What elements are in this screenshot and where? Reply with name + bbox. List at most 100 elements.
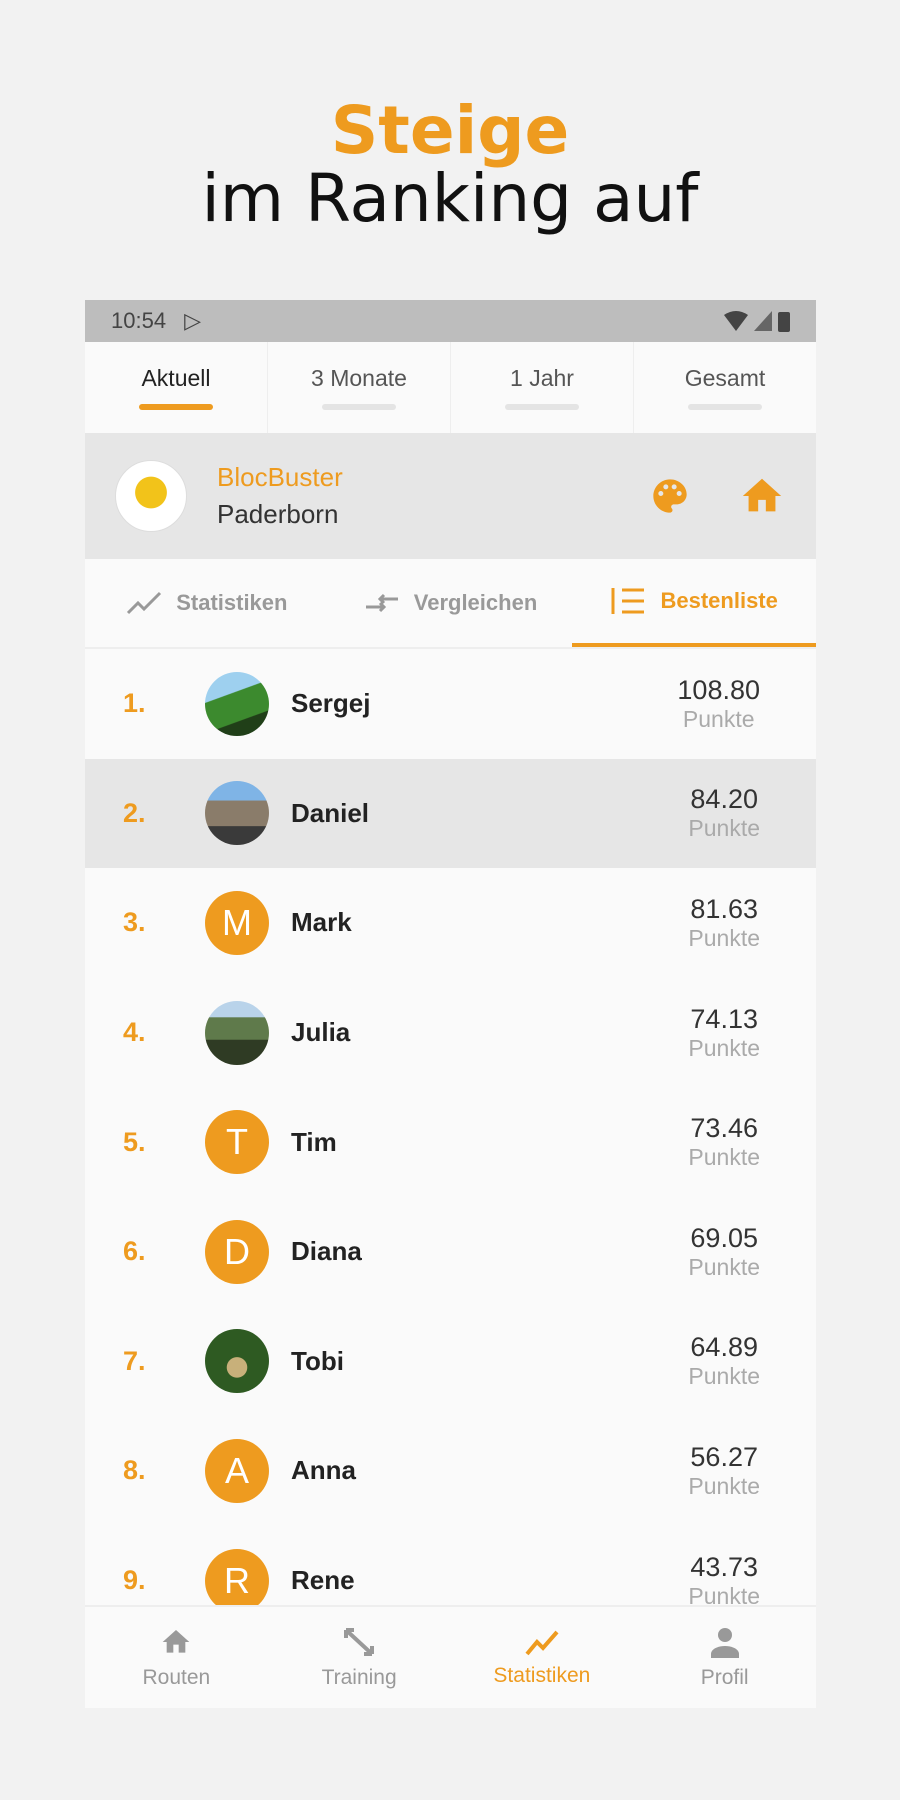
headline-accent: Steige bbox=[330, 92, 570, 169]
headline: im Ranking auf bbox=[201, 160, 699, 237]
user-name: Mark bbox=[291, 907, 352, 938]
battery-icon bbox=[778, 312, 790, 332]
points-value: 69.05 bbox=[690, 1222, 758, 1253]
person-icon bbox=[710, 1627, 739, 1658]
ranking-row[interactable]: 5. T Tim 73.46 Punkte bbox=[85, 1087, 816, 1197]
ranking-row[interactable]: 9. R Rene 43.73 Punkte bbox=[85, 1526, 816, 1636]
user-name: Anna bbox=[291, 1455, 356, 1486]
tab-label: Bestenliste bbox=[660, 588, 778, 613]
tab-indicator bbox=[688, 404, 762, 410]
tab-aktuell[interactable]: Aktuell bbox=[85, 342, 268, 433]
rank-number: 3. bbox=[123, 907, 146, 938]
points: 69.05 Punkte bbox=[688, 1223, 760, 1281]
status-bar: 10:54 ▷ bbox=[85, 300, 816, 342]
points-unit: Punkte bbox=[688, 1144, 760, 1171]
points-unit: Punkte bbox=[688, 924, 760, 951]
tab-label: 3 Monate bbox=[311, 365, 407, 391]
points-unit: Punkte bbox=[688, 1363, 760, 1390]
trend-icon bbox=[525, 1630, 559, 1655]
bottom-nav: Routen Training Statistiken Profil bbox=[85, 1605, 816, 1708]
user-name: Rene bbox=[291, 1565, 355, 1596]
palette-icon[interactable] bbox=[650, 476, 690, 516]
tab-label: Statistiken bbox=[176, 590, 288, 615]
nav-statistiken[interactable]: Statistiken bbox=[451, 1607, 634, 1708]
points-unit: Punkte bbox=[688, 815, 760, 842]
ranking-row[interactable]: 6. D Diana 69.05 Punkte bbox=[85, 1197, 816, 1307]
phone-screen: 10:54 ▷ Aktuell 3 Monate 1 Jahr Gesamt B… bbox=[85, 300, 816, 1708]
ranking-row[interactable]: 4. Julia 74.13 Punkte bbox=[85, 978, 816, 1088]
nav-routen[interactable]: Routen bbox=[85, 1607, 268, 1708]
ranking-row[interactable]: 3. M Mark 81.63 Punkte bbox=[85, 868, 816, 978]
avatar bbox=[205, 671, 269, 736]
points-unit: Punkte bbox=[688, 1034, 760, 1061]
nav-label: Training bbox=[321, 1665, 397, 1689]
user-name: Diana bbox=[291, 1236, 362, 1267]
rank-number: 8. bbox=[123, 1455, 146, 1486]
nav-label: Routen bbox=[142, 1665, 211, 1689]
points-value: 81.63 bbox=[690, 893, 758, 924]
tab-label: Aktuell bbox=[141, 365, 211, 391]
points-unit: Punkte bbox=[688, 1253, 760, 1280]
tab-vergleichen[interactable]: Vergleichen bbox=[329, 559, 573, 647]
points-unit: Punkte bbox=[688, 1472, 760, 1499]
gym-header: BlocBuster Paderborn bbox=[85, 433, 816, 559]
nav-training[interactable]: Training bbox=[268, 1607, 451, 1708]
ranking-row[interactable]: 2. Daniel 84.20 Punkte bbox=[85, 758, 816, 869]
points-value: 64.89 bbox=[690, 1332, 758, 1363]
avatar: T bbox=[205, 1110, 269, 1175]
avatar bbox=[205, 781, 269, 846]
rank-number: 9. bbox=[123, 1565, 146, 1596]
home-icon[interactable] bbox=[738, 473, 786, 519]
rank-number: 5. bbox=[123, 1126, 146, 1157]
points: 84.20 Punkte bbox=[688, 784, 760, 842]
points-value: 74.13 bbox=[690, 1003, 758, 1034]
tab-indicator bbox=[322, 404, 396, 410]
tab-statistiken[interactable]: Statistiken bbox=[85, 559, 329, 647]
points-value: 43.73 bbox=[690, 1551, 758, 1582]
user-name: Tim bbox=[291, 1126, 337, 1157]
user-name: Julia bbox=[291, 1017, 351, 1048]
nav-label: Statistiken bbox=[493, 1663, 591, 1687]
points: 81.63 Punkte bbox=[688, 894, 760, 952]
points: 64.89 Punkte bbox=[688, 1332, 760, 1390]
tab-indicator bbox=[139, 404, 213, 410]
points-value: 73.46 bbox=[690, 1113, 758, 1144]
ranking-list: 1. Sergej 108.80 Punkte 2. Daniel 84.20 Pun… bbox=[85, 649, 816, 1696]
user-name: Sergej bbox=[291, 688, 371, 719]
points: 108.80 Punkte bbox=[677, 675, 760, 733]
user-name: Tobi bbox=[291, 1345, 344, 1376]
rank-number: 6. bbox=[123, 1236, 146, 1267]
avatar: D bbox=[205, 1219, 269, 1284]
rank-number: 2. bbox=[123, 797, 146, 828]
signal-icon bbox=[754, 311, 772, 331]
ranking-row[interactable]: 7. Tobi 64.89 Punkte bbox=[85, 1307, 816, 1417]
tab-indicator bbox=[505, 404, 579, 410]
nav-profil[interactable]: Profil bbox=[633, 1607, 816, 1708]
tab-label: 1 Jahr bbox=[510, 365, 574, 391]
period-tabs: Aktuell 3 Monate 1 Jahr Gesamt bbox=[85, 342, 816, 433]
ranking-row[interactable]: 1. Sergej 108.80 Punkte bbox=[85, 649, 816, 759]
avatar: A bbox=[205, 1438, 269, 1503]
gym-logo bbox=[115, 460, 187, 532]
rank-number: 1. bbox=[123, 688, 146, 719]
ranking-row[interactable]: 8. A Anna 56.27 Punkte bbox=[85, 1416, 816, 1526]
user-name: Daniel bbox=[291, 797, 370, 828]
tab-bestenliste[interactable]: Bestenliste bbox=[572, 559, 816, 647]
points-value: 56.27 bbox=[690, 1441, 758, 1472]
points: 56.27 Punkte bbox=[688, 1442, 760, 1500]
points-value: 84.20 bbox=[690, 784, 758, 815]
trend-icon bbox=[127, 591, 162, 615]
rank-number: 7. bbox=[123, 1345, 146, 1376]
points: 73.46 Punkte bbox=[688, 1113, 760, 1171]
play-store-icon: ▷ bbox=[184, 308, 201, 333]
nav-label: Profil bbox=[700, 1665, 749, 1689]
tab-1-jahr[interactable]: 1 Jahr bbox=[451, 342, 634, 433]
tab-3-monate[interactable]: 3 Monate bbox=[268, 342, 451, 433]
points-value: 108.80 bbox=[677, 674, 760, 705]
gym-name: BlocBuster bbox=[217, 462, 343, 492]
list-icon bbox=[611, 588, 645, 614]
resize-icon bbox=[344, 1627, 375, 1656]
points-unit: Punkte bbox=[682, 705, 755, 732]
tab-gesamt[interactable]: Gesamt bbox=[634, 342, 816, 433]
points: 74.13 Punkte bbox=[688, 1004, 760, 1062]
